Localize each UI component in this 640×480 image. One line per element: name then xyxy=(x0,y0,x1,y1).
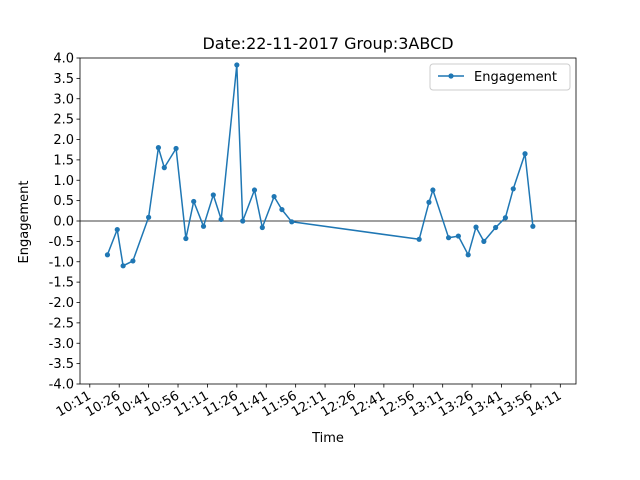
data-point xyxy=(104,252,111,258)
data-point xyxy=(183,235,189,242)
data-point xyxy=(510,186,516,192)
data-point xyxy=(473,224,479,230)
y-tick-label: 0.0 xyxy=(53,215,74,230)
data-point xyxy=(210,192,216,198)
data-point xyxy=(502,215,509,221)
y-axis-label: Engagement xyxy=(17,181,32,264)
data-point xyxy=(493,224,499,231)
y-tick-label: -2.5 xyxy=(49,316,74,331)
data-point xyxy=(481,238,487,244)
data-point xyxy=(234,62,240,68)
chart-title: Date:22-11-2017 Group:3ABCD xyxy=(202,34,453,53)
data-point xyxy=(155,145,162,151)
y-tick-label: 2.0 xyxy=(53,133,74,148)
y-tick-label: 3.0 xyxy=(53,92,74,107)
data-point xyxy=(146,214,152,220)
y-tick-label: -2.0 xyxy=(49,296,74,311)
data-point xyxy=(289,219,295,225)
legend: Engagement xyxy=(429,63,571,91)
y-tick-label: -3.5 xyxy=(49,357,74,372)
legend-label: Engagement xyxy=(474,70,557,85)
y-tick-label: -0.5 xyxy=(49,235,74,250)
data-point xyxy=(259,224,265,231)
data-point xyxy=(130,258,136,264)
x-axis-label: Time xyxy=(311,431,344,446)
data-point xyxy=(251,187,258,193)
data-point xyxy=(465,252,471,258)
y-tick-label: 3.5 xyxy=(53,72,74,87)
data-point xyxy=(271,193,277,200)
legend-box xyxy=(429,63,571,91)
data-point xyxy=(279,206,285,213)
data-point xyxy=(191,198,197,205)
data-point xyxy=(218,216,224,222)
data-point xyxy=(426,199,432,205)
data-point xyxy=(416,236,422,242)
y-tick-label: -1.5 xyxy=(49,276,74,291)
y-tick-label: 2.5 xyxy=(53,113,74,128)
y-tick-label: 1.0 xyxy=(53,174,74,189)
data-point xyxy=(161,165,167,171)
data-point xyxy=(455,233,461,239)
y-axis-ticks: -4.0 -3.5 -3.0 -2.5 -2.0 -1.5 -1.0 -0.5 0.0 0.5 1.… xyxy=(49,52,80,393)
data-point xyxy=(120,263,126,269)
data-point xyxy=(173,145,179,152)
plot-series xyxy=(104,62,536,269)
y-tick-label: -3.0 xyxy=(49,337,74,352)
data-point xyxy=(200,223,207,229)
y-tick-label: -4.0 xyxy=(49,378,74,393)
data-point xyxy=(522,151,528,157)
y-tick-label: 0.5 xyxy=(53,194,74,209)
data-point xyxy=(530,223,536,229)
data-point xyxy=(240,218,246,224)
plot-frame xyxy=(79,57,577,385)
data-point xyxy=(445,235,452,241)
y-tick-label: 4.0 xyxy=(53,52,74,67)
y-tick-label: -1.0 xyxy=(49,255,74,270)
legend-point-marker xyxy=(448,73,454,79)
y-tick-label: 1.5 xyxy=(53,153,74,168)
data-point xyxy=(114,226,120,233)
data-point xyxy=(430,187,436,193)
